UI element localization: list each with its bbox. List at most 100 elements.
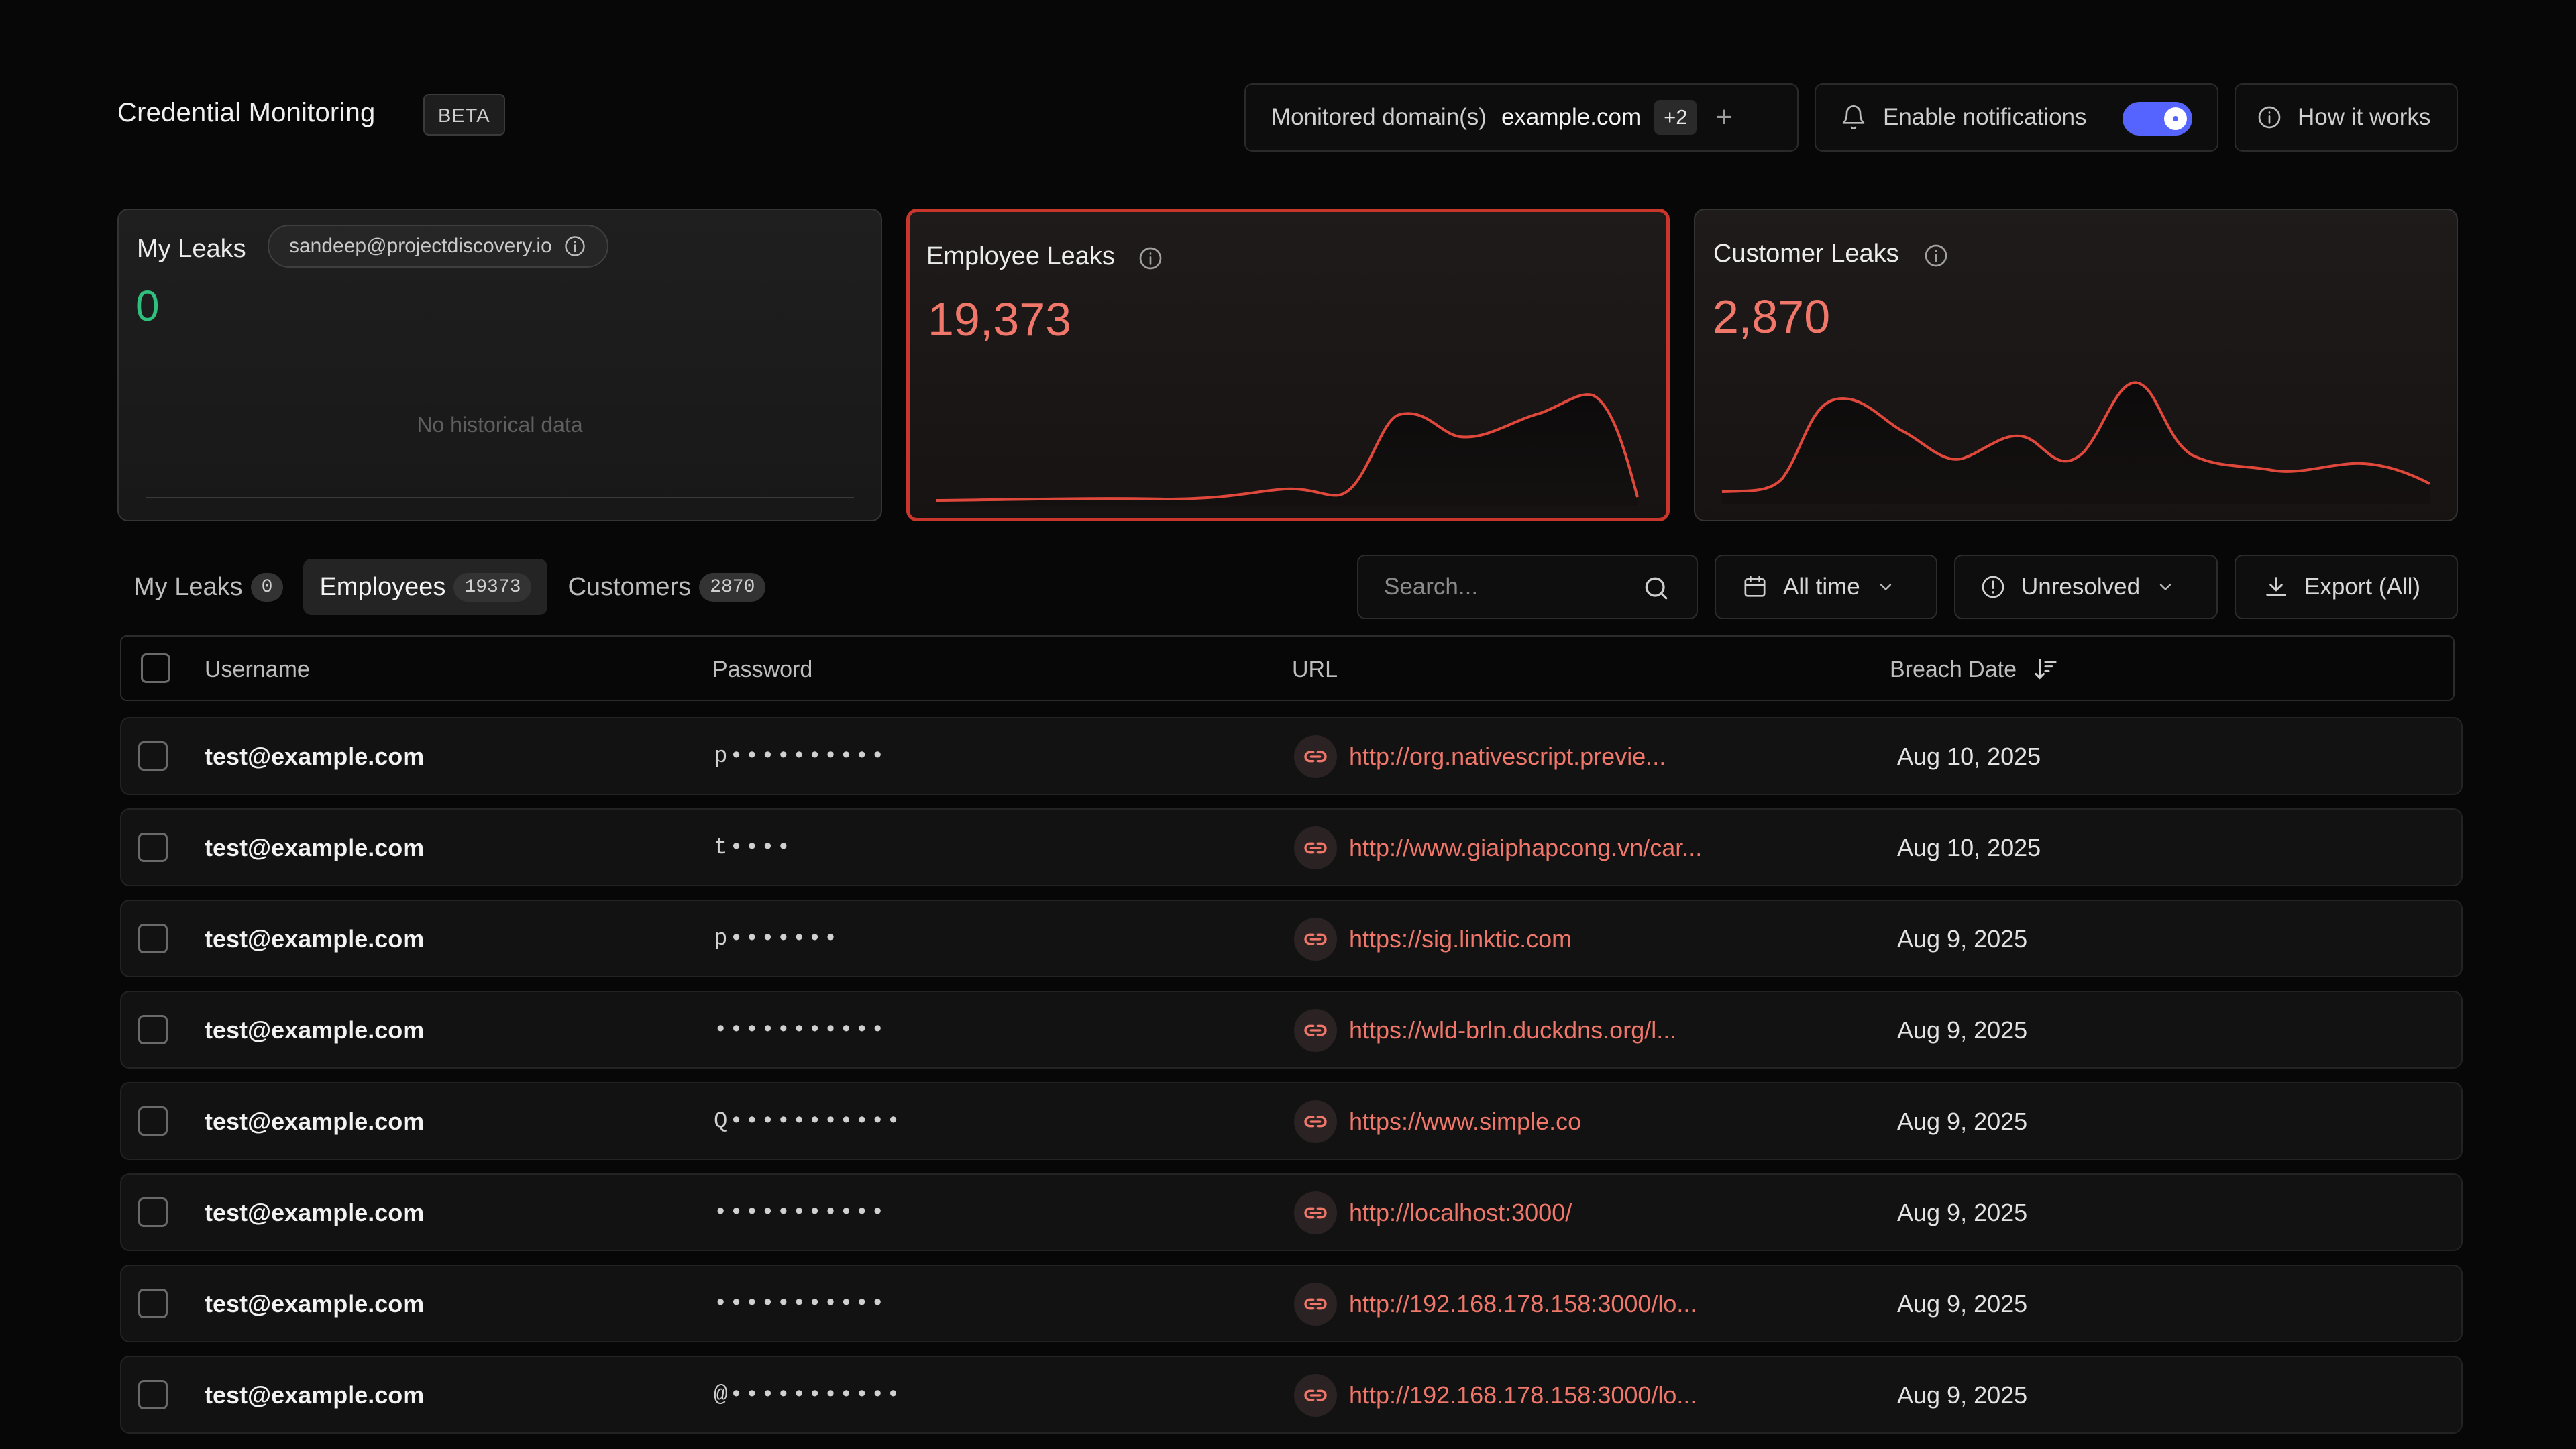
- notifications-toggle[interactable]: [2123, 102, 2192, 136]
- row-checkbox[interactable]: [138, 1106, 168, 1136]
- tab-label: Customers: [568, 572, 692, 601]
- export-button[interactable]: Export (All): [2235, 555, 2458, 619]
- row-username: test@example.com: [205, 1016, 425, 1044]
- customer-leaks-title: Customer Leaks: [1713, 239, 1899, 268]
- select-all-checkbox[interactable]: [141, 653, 170, 683]
- link-icon[interactable]: [1294, 1009, 1337, 1052]
- tab-my-leaks[interactable]: My Leaks 0: [117, 559, 299, 615]
- link-icon[interactable]: [1294, 1100, 1337, 1143]
- row-username: test@example.com: [205, 834, 425, 861]
- how-it-works-button[interactable]: How it works: [2235, 83, 2458, 152]
- info-icon[interactable]: [1137, 245, 1164, 272]
- row-url[interactable]: http://192.168.178.158:3000/lo...: [1349, 1290, 1697, 1318]
- table-row[interactable]: test@example.com ••••••••••• https://wld…: [120, 991, 2463, 1069]
- table-row[interactable]: test@example.com p•••••••••• http://org.…: [120, 717, 2463, 795]
- row-username: test@example.com: [205, 743, 425, 770]
- my-leaks-title: My Leaks: [137, 235, 246, 263]
- plus-icon[interactable]: +: [1715, 101, 1733, 133]
- tab-employees[interactable]: Employees 19373: [303, 559, 548, 615]
- status-filter-value: Unresolved: [2021, 574, 2141, 600]
- row-password: •••••••••••: [714, 1291, 887, 1317]
- link-icon[interactable]: [1294, 1191, 1337, 1234]
- link-icon[interactable]: [1294, 1374, 1337, 1417]
- date-filter-dropdown[interactable]: All time: [1715, 555, 1937, 619]
- no-data-message: No historical data: [417, 413, 583, 437]
- column-breach-date[interactable]: Breach Date: [1890, 657, 2017, 682]
- search-icon: [1645, 577, 1668, 600]
- bell-icon: [1842, 105, 1865, 129]
- search-placeholder: Search...: [1384, 574, 1479, 600]
- row-checkbox[interactable]: [138, 1380, 168, 1409]
- row-password: Q•••••••••••: [714, 1109, 902, 1134]
- chevron-down-icon: [2159, 584, 2171, 591]
- link-icon[interactable]: [1294, 918, 1337, 961]
- row-breach-date: Aug 10, 2025: [1897, 743, 2041, 770]
- table-row[interactable]: test@example.com @••••••••••• http://192…: [120, 1356, 2463, 1434]
- tab-label: My Leaks: [133, 572, 243, 601]
- row-password: p••••••••••: [714, 744, 887, 769]
- table-header: Username Password URL Breach Date: [120, 635, 2455, 701]
- row-url[interactable]: https://sig.linktic.com: [1349, 925, 1572, 953]
- row-url[interactable]: https://wld-brln.duckdns.org/l...: [1349, 1016, 1677, 1044]
- table-row[interactable]: test@example.com t•••• http://www.giaiph…: [120, 808, 2463, 886]
- row-checkbox[interactable]: [138, 1015, 168, 1044]
- domains-more-badge[interactable]: +2: [1654, 100, 1697, 135]
- row-password: t••••: [714, 835, 793, 861]
- row-username: test@example.com: [205, 925, 425, 953]
- row-url[interactable]: http://www.giaiphapcong.vn/car...: [1349, 834, 1703, 861]
- link-icon[interactable]: [1294, 826, 1337, 869]
- chart-baseline: [146, 497, 854, 498]
- employee-leaks-count: 19,373: [928, 293, 1072, 345]
- row-breach-date: Aug 9, 2025: [1897, 1108, 2028, 1135]
- notifications-label: Enable notifications: [1883, 104, 2087, 130]
- info-icon[interactable]: [563, 234, 587, 258]
- tab-count: 2870: [699, 572, 766, 602]
- row-checkbox[interactable]: [138, 1289, 168, 1318]
- column-username[interactable]: Username: [205, 657, 310, 682]
- link-icon[interactable]: [1294, 1283, 1337, 1326]
- employee-leaks-card[interactable]: Employee Leaks 19,373: [906, 209, 1670, 521]
- row-username: test@example.com: [205, 1290, 425, 1318]
- row-checkbox[interactable]: [138, 924, 168, 953]
- customer-leaks-sparkline: [1721, 381, 2430, 504]
- table-row[interactable]: test@example.com ••••••••••• http://192.…: [120, 1265, 2463, 1342]
- row-checkbox[interactable]: [138, 833, 168, 862]
- row-url[interactable]: http://org.nativescript.previe...: [1349, 743, 1666, 770]
- info-icon[interactable]: [1923, 242, 1949, 269]
- alert-circle-icon: [1982, 576, 2004, 598]
- row-breach-date: Aug 9, 2025: [1897, 925, 2028, 953]
- leak-tabs: My Leaks 0 Employees 19373 Customers 287…: [117, 559, 782, 615]
- row-url[interactable]: https://www.simple.co: [1349, 1108, 1582, 1135]
- table-row[interactable]: test@example.com ••••••••••• http://loca…: [120, 1173, 2463, 1251]
- row-breach-date: Aug 9, 2025: [1897, 1381, 2028, 1409]
- how-it-works-label: How it works: [2298, 104, 2431, 130]
- sort-descending-icon[interactable]: [2032, 655, 2059, 682]
- row-password: @•••••••••••: [714, 1383, 902, 1408]
- column-url[interactable]: URL: [1292, 657, 1338, 682]
- user-email-pill: sandeep@projectdiscovery.io: [268, 225, 608, 268]
- date-filter-value: All time: [1783, 574, 1860, 600]
- link-icon[interactable]: [1294, 735, 1337, 778]
- row-url[interactable]: http://192.168.178.158:3000/lo...: [1349, 1381, 1697, 1409]
- table-row[interactable]: test@example.com p••••••• https://sig.li…: [120, 900, 2463, 977]
- notifications-toggle-container[interactable]: Enable notifications: [1815, 83, 2218, 152]
- toggle-knob: [2164, 107, 2187, 130]
- download-icon: [2266, 577, 2286, 596]
- my-leaks-count: 0: [136, 282, 160, 330]
- status-filter-dropdown[interactable]: Unresolved: [1954, 555, 2218, 619]
- row-password: •••••••••••: [714, 1018, 887, 1043]
- my-leaks-card[interactable]: My Leaks sandeep@projectdiscovery.io 0 N…: [117, 209, 882, 521]
- column-password[interactable]: Password: [712, 657, 813, 682]
- row-checkbox[interactable]: [138, 1197, 168, 1227]
- customer-leaks-card[interactable]: Customer Leaks 2,870: [1694, 209, 2458, 521]
- chevron-down-icon: [1880, 584, 1891, 591]
- tab-customers[interactable]: Customers 2870: [551, 559, 782, 615]
- search-input[interactable]: Search...: [1357, 555, 1698, 619]
- info-icon: [2258, 106, 2281, 129]
- row-username: test@example.com: [205, 1381, 425, 1409]
- table-row[interactable]: test@example.com Q••••••••••• https://ww…: [120, 1082, 2463, 1160]
- row-url[interactable]: http://localhost:3000/: [1349, 1199, 1572, 1226]
- row-username: test@example.com: [205, 1108, 425, 1135]
- row-checkbox[interactable]: [138, 741, 168, 771]
- monitored-domains-button[interactable]: Monitored domain(s) example.com +2 +: [1244, 83, 1799, 152]
